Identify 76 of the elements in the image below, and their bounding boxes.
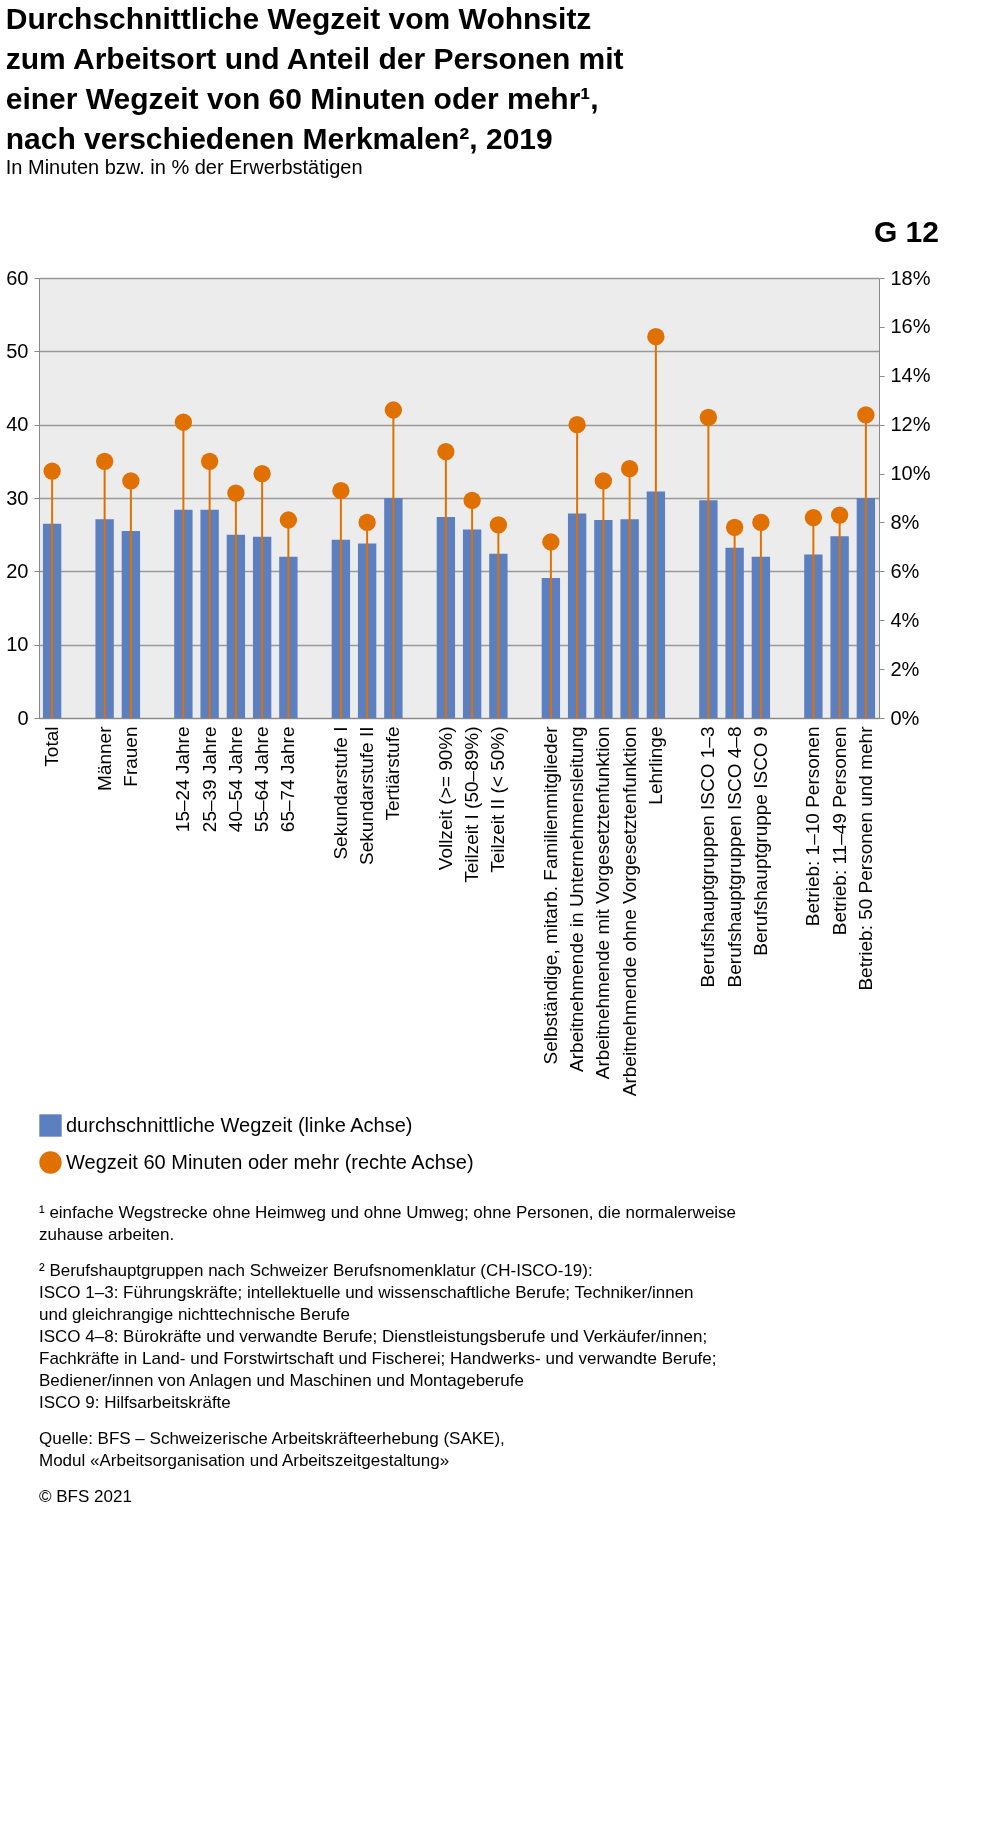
point [489, 516, 508, 534]
x-tick-label: Arbeitnehmende mit Vorgesetztenfunktion [592, 726, 614, 1080]
point [437, 442, 455, 461]
x-tick-label: 55–64 Jahre [251, 726, 273, 833]
y2-tick-label: 14% [890, 364, 931, 387]
y2-tick-label: 18% [890, 266, 931, 289]
x-tick-label: 65–74 Jahre [277, 726, 299, 833]
point [200, 452, 219, 470]
x-tick-label: Sekundarstufe I [329, 726, 351, 860]
point [253, 464, 271, 483]
chart-title: Durchschnittliche Wegzeit vom Wohnsitz zum Arbeitsort und Anteil der Personen mit einer Wegzeit von 60 Minuten oder mehr¹, nach verschiedenen Merkmalen², 2019 [5, 2, 624, 155]
x-tick-label: 15–24 Jahre [172, 726, 194, 833]
y2-tick-label: 10% [890, 462, 931, 485]
point [804, 508, 823, 527]
y-tick-label: 60 [6, 266, 29, 289]
x-tick-label: Vollzeit (>= 90%) [434, 726, 456, 871]
point [279, 511, 298, 529]
y2-tick-label: 12% [890, 413, 931, 436]
x-tick-label: 25–39 Jahre [198, 726, 220, 833]
x-tick-label: Betrieb: 11–49 Personen [828, 726, 850, 936]
point [620, 460, 639, 478]
point [358, 513, 376, 532]
y2-tick-label: 16% [890, 315, 931, 338]
y-tick-label: 0 [17, 706, 29, 729]
point [594, 472, 613, 490]
y2-tick-label: 0% [890, 706, 920, 729]
x-tick-label: Teilzeit II (< 50%) [487, 726, 509, 873]
point [332, 482, 350, 500]
legend-label: Wegzeit 60 Minuten oder mehr (rechte Achse) [66, 1150, 474, 1173]
x-tick-label: Berufshauptgruppen ISCO 4–8 [723, 726, 745, 988]
x-tick-label: 40–54 Jahre [224, 726, 246, 833]
point [95, 452, 114, 470]
chart-subtitle: In Minuten bzw. in % der Erwerbstätigen [5, 156, 363, 178]
x-tick-label: Tertiärstufe [382, 726, 404, 821]
point [463, 491, 481, 510]
text: © BFS 2021 [39, 1487, 132, 1506]
x-tick-label: Lehrlinge [644, 726, 666, 805]
x-tick-label: Total [41, 726, 63, 767]
x-tick-label: Arbeitnehmende in Unternehmensleitung [566, 726, 588, 1072]
text: G 12 [873, 215, 939, 248]
point [174, 413, 193, 431]
x-tick-label: Frauen [119, 726, 141, 787]
point [830, 506, 849, 524]
x-tick-label: Teilzeit I (50–89%) [461, 726, 483, 883]
text: ² Berufshauptgruppen nach Schweizer Berufsnomenklatur (CH-ISCO-19): ISCO 1–3: Führungskräfte; intellektuelle und wissenschaftliche Berufe; Techniker/innen und gleichrangige nichttechnische Berufe ISCO 4–8: Bürokräfte und verwandte Berufe; Dienstleistungsberufe und Verkäufer/innen; Fachkräfte in Land- und Forstwirtschaft und Fischerei; Handwerks- und verwandte Berufe; Bediener/innen von Anlagen und Maschinen und Montageberufe ISCO 9: Hilfsarbeitskräfte [39, 1261, 717, 1412]
y-tick-label: 10 [6, 633, 29, 656]
point [857, 406, 875, 424]
legend-label: durchschnittliche Wegzeit (linke Achse) [66, 1113, 413, 1136]
x-tick-label: Berufshauptgruppen ISCO 1–3 [697, 726, 719, 988]
point [725, 518, 744, 536]
x-tick-label: Betrieb: 1–10 Personen [802, 726, 824, 927]
point [122, 472, 140, 490]
point [542, 533, 560, 551]
y2-tick-label: 4% [890, 608, 920, 631]
point [43, 462, 61, 480]
source-note: Quelle: BFS – Schweizerische Arbeitskräfteerhebung (SAKE), Modul «Arbeitsorganisation und Arbeitszeitgestaltung» [39, 1429, 505, 1470]
y-tick-label: 30 [6, 486, 29, 509]
x-tick-label: Arbeitnehmende ohne Vorgesetztenfunktion [618, 726, 640, 1097]
x-tick-label: Betrieb: 50 Personen und mehr [854, 725, 876, 991]
y-tick-label: 50 [6, 339, 29, 362]
y-tick-label: 40 [6, 413, 29, 436]
x-tick-label: Selbständige, mitarb. Familienmitglieder [539, 725, 561, 1065]
x-tick-label: Männer [93, 725, 115, 791]
point [752, 513, 770, 532]
point [699, 408, 718, 426]
y2-tick-label: 6% [890, 559, 920, 582]
y-tick-label: 20 [6, 559, 29, 582]
y2-tick-label: 8% [890, 510, 920, 533]
point [568, 416, 586, 434]
point [647, 328, 665, 346]
point [384, 401, 403, 419]
x-tick-label: Berufshauptgruppe ISCO 9 [749, 726, 771, 956]
x-tick-label: Sekundarstufe II [356, 726, 378, 865]
text: ¹ einfache Wegstrecke ohne Heimweg und ohne Umweg; ohne Personen, die normalerweise zuhause arbeiten. [39, 1203, 737, 1244]
y2-tick-label: 2% [890, 657, 920, 680]
point [227, 484, 245, 502]
